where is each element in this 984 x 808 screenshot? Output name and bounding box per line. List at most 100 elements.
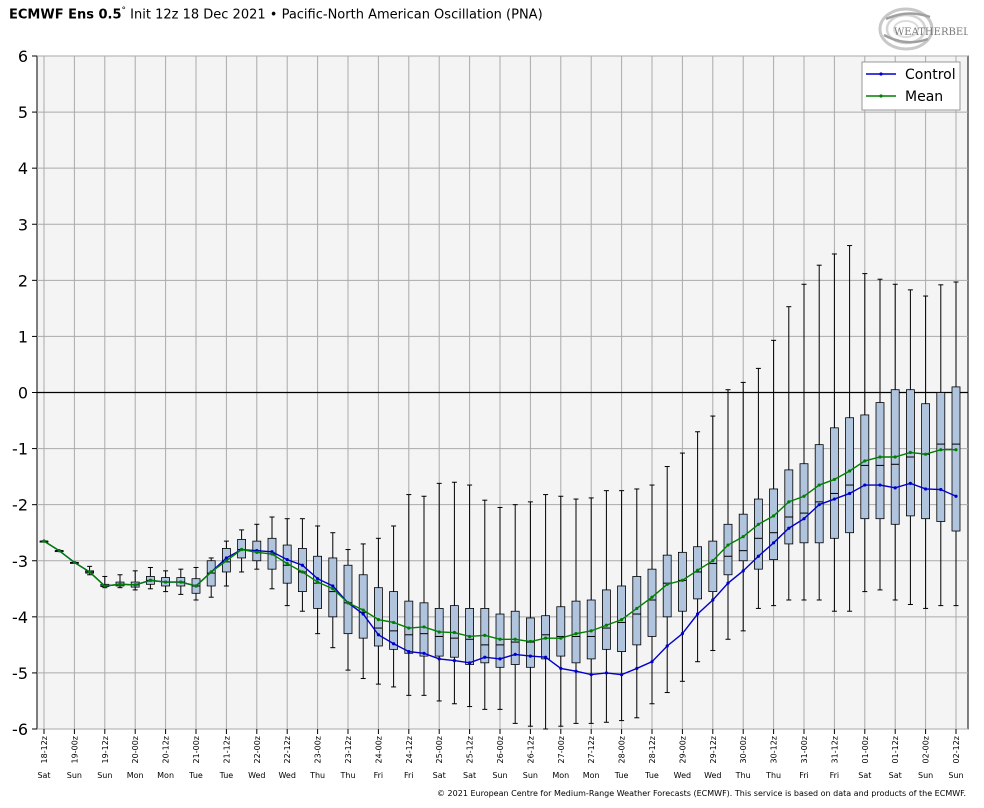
control-point: [452, 658, 456, 663]
box: [845, 417, 854, 534]
mean-point: [620, 618, 624, 622]
mean-point: [939, 448, 943, 452]
control-point: [376, 633, 380, 637]
mean-point: [255, 550, 259, 554]
x-day-label: Mon: [552, 771, 569, 780]
box: [708, 540, 718, 592]
x-day-label: Thu: [735, 771, 751, 780]
x-tick-label: 27-00z: [557, 736, 566, 763]
x-day-label: Sun: [67, 771, 82, 780]
x-tick-label: 20-00z: [131, 736, 140, 763]
control-point: [604, 671, 609, 675]
y-tick-label: -4: [12, 608, 28, 627]
mean-point: [316, 580, 320, 584]
mean-point: [331, 587, 335, 591]
control-point: [908, 481, 913, 485]
mean-point: [376, 618, 380, 622]
x-tick-label: 29-00z: [678, 736, 687, 763]
x-tick-label: 25-00z: [435, 736, 444, 763]
mean-point: [300, 570, 304, 574]
mean-point: [57, 549, 61, 553]
control-point: [711, 598, 715, 602]
mean-point: [878, 455, 882, 459]
mean-point: [194, 584, 198, 588]
y-tick-label: -3: [12, 552, 28, 571]
legend-box: [861, 61, 961, 111]
mean-point: [361, 608, 365, 612]
control-point: [817, 503, 821, 507]
x-tick-label: 19-00z: [70, 736, 79, 763]
x-day-label: Thu: [309, 771, 325, 780]
control-point: [954, 494, 958, 498]
legend-marker: [879, 72, 883, 76]
control-point: [832, 497, 837, 501]
mean-point: [452, 630, 456, 635]
y-tick-label: 5: [18, 103, 28, 122]
mean-point: [817, 483, 821, 487]
x-day-label: Wed: [704, 771, 721, 780]
box: [830, 427, 839, 539]
x-day-label: Fri: [404, 771, 414, 780]
box: [814, 444, 824, 544]
control-point: [787, 526, 791, 530]
x-tick-label: 28-12z: [648, 736, 657, 763]
mean-point: [772, 514, 776, 518]
control-point: [483, 655, 487, 659]
x-tick-label: 29-12z: [709, 736, 718, 763]
mean-point: [528, 639, 533, 644]
control-point: [726, 581, 730, 585]
box: [799, 463, 809, 544]
x-day-label: Sun: [918, 771, 933, 780]
y-tick-label: -2: [12, 496, 28, 515]
y-tick-label: 4: [18, 159, 28, 178]
mean-point: [954, 448, 958, 452]
legend-label: Mean: [905, 89, 943, 105]
x-tick-label: 23-00z: [314, 736, 323, 763]
mean-point: [756, 522, 761, 526]
x-day-label: Tue: [219, 771, 234, 780]
x-tick-label: 19-12z: [101, 736, 110, 763]
control-point: [665, 644, 669, 648]
x-day-label: Sat: [889, 771, 902, 780]
x-tick-label: 28-00z: [618, 736, 627, 763]
x-tick-label: 01-00z: [861, 736, 870, 763]
mean-point: [544, 636, 548, 640]
mean-point: [148, 578, 152, 582]
x-tick-label: 21-12z: [222, 736, 231, 763]
x-tick-label: 30-00z: [739, 736, 748, 763]
x-day-label: Tue: [614, 771, 629, 780]
control-point: [300, 563, 304, 567]
mean-point: [133, 583, 137, 587]
box: [936, 392, 946, 522]
box: [389, 591, 399, 650]
box: [647, 568, 657, 637]
mean-point: [680, 578, 685, 582]
mean-point: [422, 625, 426, 629]
x-tick-label: 23-12z: [344, 736, 353, 763]
model-name: ECMWF Ens 0.5: [9, 7, 122, 23]
y-tick-label: 6: [18, 47, 28, 66]
box: [769, 488, 778, 561]
mean-point: [787, 500, 791, 504]
box: [754, 498, 763, 570]
box: [875, 402, 885, 520]
x-day-label: Thu: [339, 771, 355, 780]
svg-text:WEATHERBELL: WEATHERBELL: [894, 27, 968, 38]
weatherbell-logo: WEATHERBELL: [878, 7, 968, 51]
x-tick-label: 30-12z: [770, 736, 779, 763]
control-point: [863, 483, 867, 487]
mean-point: [437, 630, 441, 634]
control-point: [756, 554, 761, 558]
control-point: [528, 654, 533, 658]
x-day-label: Wed: [674, 771, 691, 780]
box: [951, 386, 961, 532]
mean-point: [468, 634, 472, 639]
x-day-label: Sun: [523, 771, 538, 780]
mean-point: [240, 547, 244, 552]
x-day-label: Thu: [765, 771, 781, 780]
y-tick-label: 0: [18, 384, 28, 403]
box: [723, 523, 733, 576]
x-day-label: Fri: [830, 771, 840, 780]
x-tick-label: 27-12z: [587, 736, 596, 763]
mean-point: [88, 570, 92, 574]
